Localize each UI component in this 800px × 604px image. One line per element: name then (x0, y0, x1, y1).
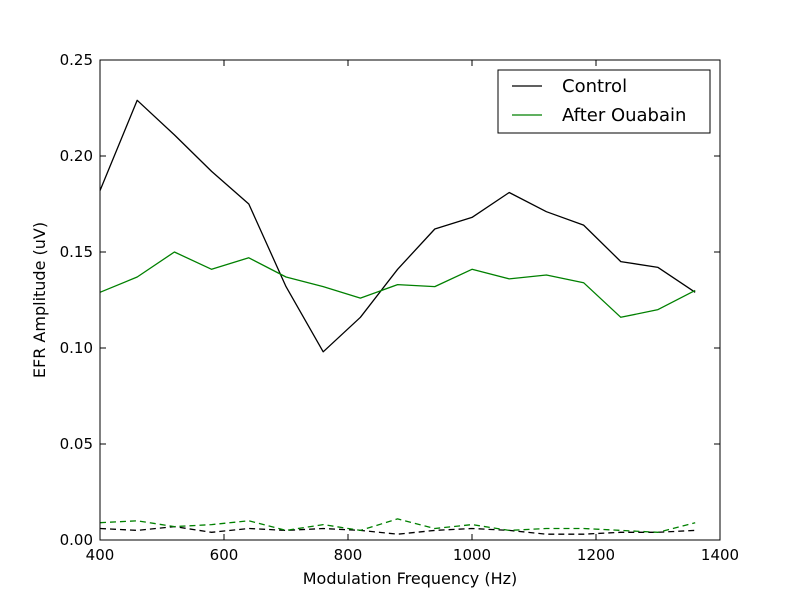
y-tick-label: 0.05 (60, 435, 93, 453)
y-tick-label: 0.10 (60, 339, 93, 357)
legend-label-control: Control (562, 76, 627, 97)
x-tick-label: 600 (210, 546, 239, 564)
legend-label-after-ouabain: After Ouabain (562, 105, 686, 126)
x-tick-label: 1400 (701, 546, 739, 564)
y-tick-label: 0.00 (60, 531, 93, 549)
y-axis-label: EFR Amplitude (uV) (30, 222, 49, 378)
series-layer (99, 99, 696, 535)
x-tick-label: 800 (334, 546, 363, 564)
x-tick-label: 1000 (453, 546, 491, 564)
legend: Control After Ouabain (497, 69, 711, 134)
x-tick-label: 400 (86, 546, 115, 564)
y-tick-label: 0.20 (60, 147, 93, 165)
x-tick-label: 1200 (577, 546, 615, 564)
plot-frame (99, 59, 721, 541)
legend-box (497, 69, 711, 134)
x-axis-label: Modulation Frequency (Hz) (303, 569, 518, 588)
series-line-after-ouabain (99, 251, 696, 318)
y-tick-label: 0.25 (60, 51, 93, 69)
series-line-after-ouabain-noise-floor (99, 518, 696, 533)
y-tick-label: 0.15 (60, 243, 93, 261)
series-line-control-noise-floor (99, 525, 696, 535)
series-line-control (99, 99, 696, 353)
